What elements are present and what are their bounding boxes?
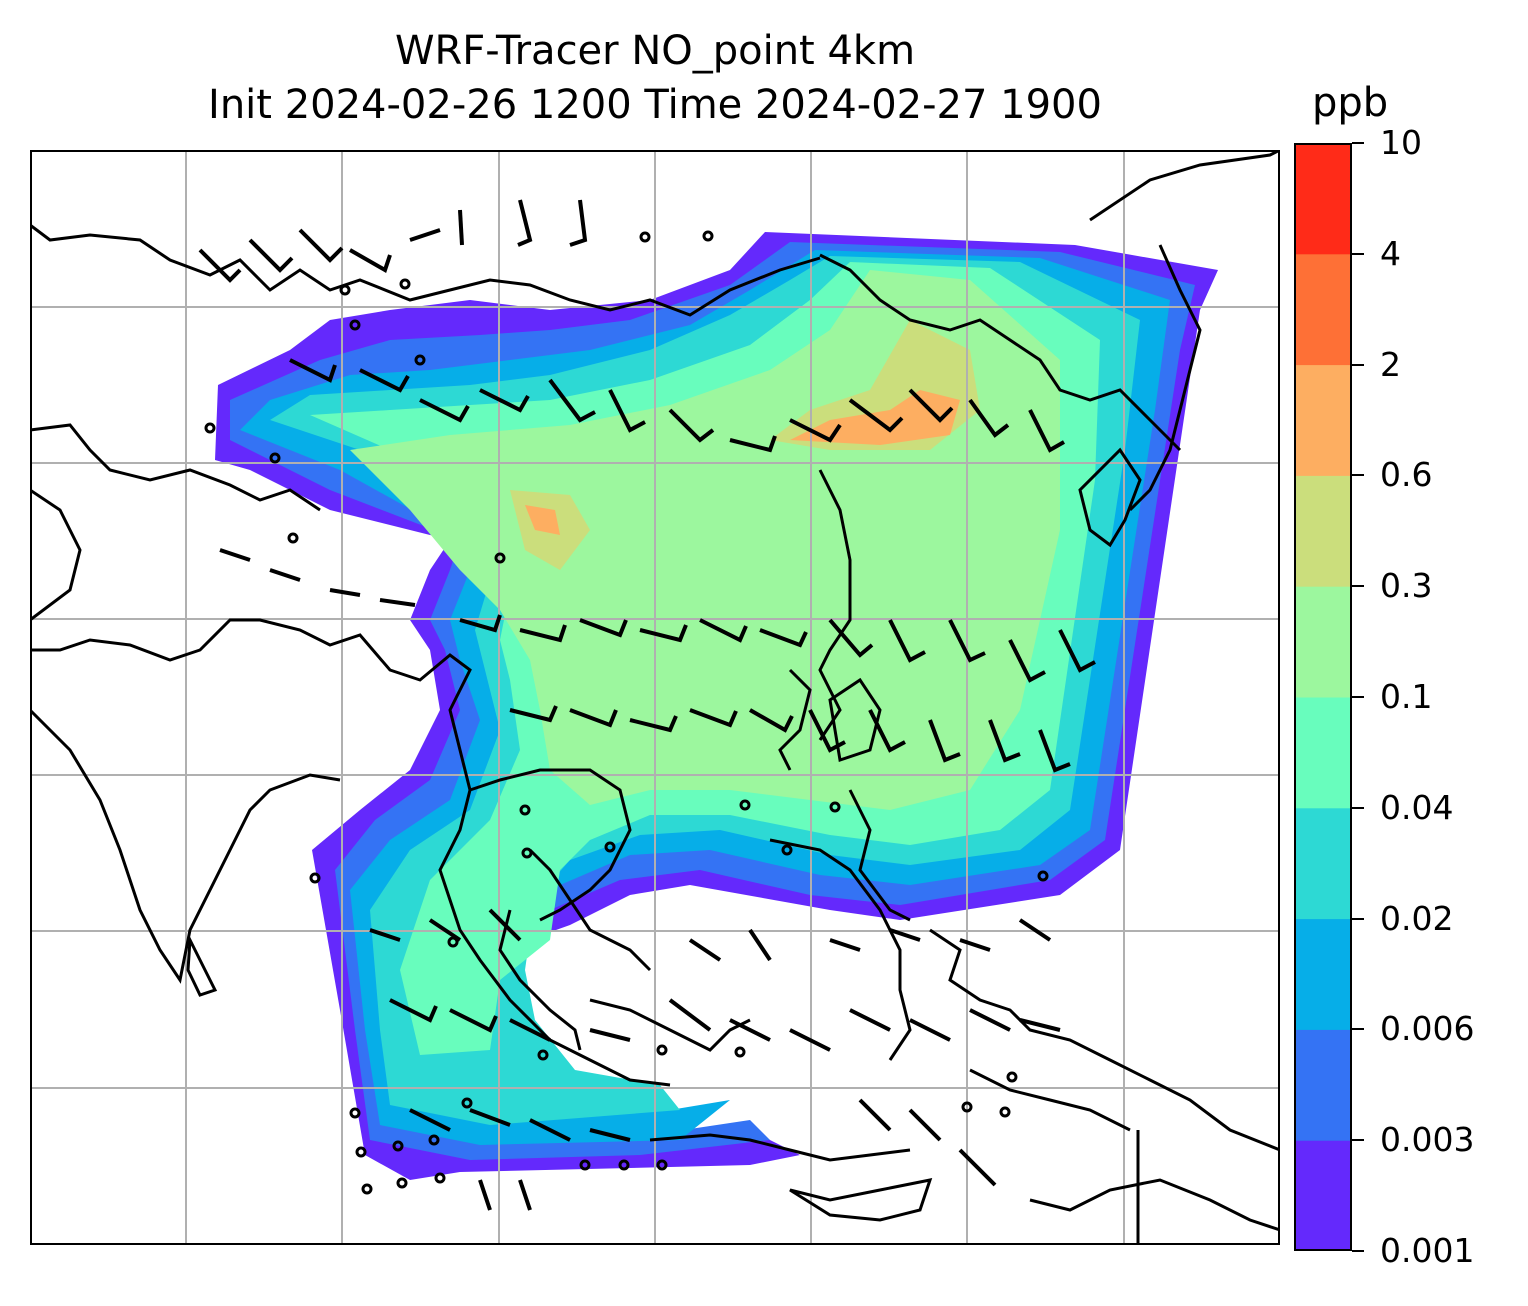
colorbar-tick-label: 0.3	[1380, 566, 1433, 606]
colorbar-tick	[1352, 142, 1364, 144]
colorbar-tick	[1352, 585, 1364, 588]
map-panel	[30, 150, 1280, 1245]
colorbar-tick-label: 10	[1380, 123, 1422, 162]
map-title-line2: Init 2024-02-26 1200 Time 2024-02-27 190…	[208, 82, 1102, 128]
coastlines	[30, 150, 1280, 1245]
colorbar-tick-label: 0.001	[1380, 1231, 1475, 1270]
colorbar-tick-label: 0.02	[1380, 898, 1454, 938]
colorbar	[1294, 143, 1352, 1251]
colorbar-tick	[1352, 1139, 1364, 1142]
colorbar-segment	[1294, 697, 1352, 809]
colorbar-tick	[1352, 1028, 1364, 1031]
colorbar-tick	[1352, 806, 1364, 809]
colorbar-tick-label: 0.6	[1380, 455, 1433, 495]
colorbar-segment	[1294, 807, 1352, 920]
colorbar-tick-label: 0.1	[1380, 677, 1433, 716]
colorbar-tick	[1352, 917, 1364, 920]
colorbar-segment	[1294, 1029, 1352, 1141]
colorbar-unit: ppb	[1312, 80, 1389, 126]
calm-markers	[204, 230, 1049, 1195]
graticule	[30, 150, 1280, 1245]
colorbar-tick	[1352, 696, 1364, 698]
colorbar-tick-label: 0.006	[1380, 1009, 1475, 1049]
colorbar-segment	[1294, 364, 1352, 476]
colorbar-tick	[1352, 363, 1364, 366]
colorbar-tick	[1352, 1250, 1364, 1252]
colorbar-tick	[1352, 252, 1364, 255]
colorbar-segment	[1294, 586, 1352, 698]
colorbar-tick	[1352, 474, 1364, 477]
colorbar-tick-label: 2	[1380, 344, 1401, 384]
colorbar-segment	[1294, 253, 1352, 366]
colorbar-tick-label: 0.003	[1380, 1120, 1475, 1160]
colorbar-segment	[1294, 475, 1352, 587]
wind-barbs	[198, 199, 1096, 1211]
colorbar-tick-label: 4	[1380, 233, 1401, 273]
colorbar-segment	[1294, 1140, 1352, 1251]
tracer-band-7b	[525, 505, 560, 535]
colorbar-segment	[1294, 918, 1352, 1030]
colorbar-tick-label: 0.04	[1380, 787, 1454, 827]
colorbar-segment	[1294, 143, 1352, 255]
map-title-line1: WRF-Tracer NO_point 4km	[394, 28, 916, 74]
